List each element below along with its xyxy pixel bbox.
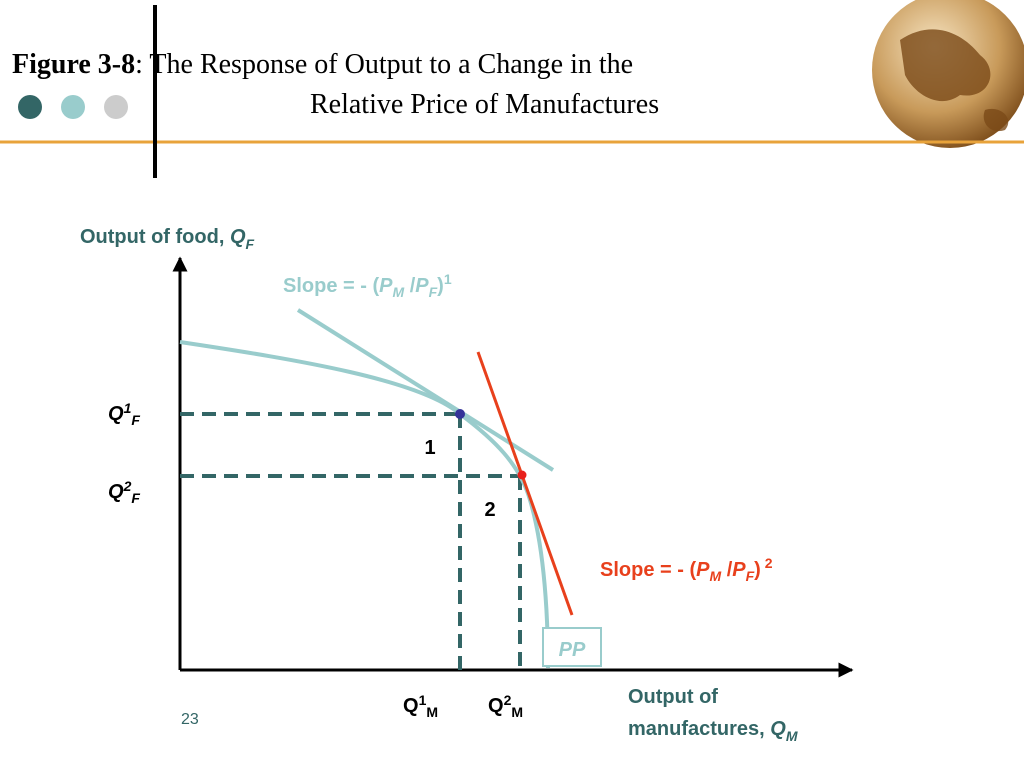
symbol: Q <box>770 718 786 740</box>
figure-number: Figure 3-8 <box>12 49 135 80</box>
slope-label: Slope = - (PM /PF)1 <box>283 271 452 300</box>
symbol: Q <box>230 226 246 248</box>
curve-label: PP <box>559 639 586 661</box>
label-text: ) <box>437 275 444 297</box>
title: Figure 3-8: The Response of Output to a … <box>12 49 633 80</box>
label-text: ) <box>754 559 761 581</box>
superscript: 2 <box>123 478 132 494</box>
subscript: M <box>511 704 523 720</box>
x-axis-label: manufactures, QM <box>628 718 798 744</box>
subscript: F <box>131 490 140 506</box>
superscript: 2 <box>504 692 512 708</box>
label-text: / <box>721 559 733 581</box>
point-label: 2 <box>484 499 495 521</box>
superscript: 1 <box>124 400 132 416</box>
point-1 <box>455 409 465 419</box>
pp-curve <box>179 340 550 669</box>
bullet <box>61 95 85 119</box>
symbol: Q <box>108 481 124 503</box>
subscript: F <box>246 236 255 252</box>
subscript: M <box>392 284 404 300</box>
superscript: 2 <box>761 555 773 571</box>
symbol: P <box>379 275 393 297</box>
symbol: P <box>415 275 429 297</box>
title-line: : The Response of Output to a Change in … <box>135 49 633 80</box>
subscript: F <box>429 284 438 300</box>
label-text: Slope = - ( <box>600 559 696 581</box>
globe-land <box>900 29 1009 132</box>
label-text: manufactures, <box>628 718 770 740</box>
label-text: Output of food, <box>80 226 230 248</box>
bullet <box>18 95 42 119</box>
subscript: M <box>786 728 798 744</box>
label-text: Slope = - ( <box>283 275 379 297</box>
pp-box <box>542 627 602 667</box>
tangent-2 <box>476 351 574 616</box>
slope-label: Slope = - (PM /PF) 2 <box>600 555 773 584</box>
q2m-label: Q2M <box>488 692 523 720</box>
subscript: M <box>426 704 438 720</box>
q2f-label: Q2F <box>108 478 140 506</box>
label-text: / <box>404 275 416 297</box>
subscript: M <box>709 568 721 584</box>
point-label: 1 <box>424 437 435 459</box>
subscript: F <box>131 412 140 428</box>
title-line: Relative Price of Manufactures <box>310 89 659 120</box>
symbol: P <box>732 559 746 581</box>
symbol: Q <box>108 403 124 425</box>
bullet <box>104 95 128 119</box>
x-axis-label: Output of <box>628 686 718 708</box>
symbol: Q <box>403 695 419 717</box>
subscript: F <box>746 568 755 584</box>
superscript: 1 <box>444 271 452 287</box>
symbol: P <box>696 559 710 581</box>
q1f-label: Q1F <box>108 400 140 428</box>
y-axis-label: Output of food, QF <box>80 226 255 252</box>
page-number: 23 <box>181 711 199 728</box>
q1m-label: Q1M <box>403 692 438 720</box>
point-2 <box>517 470 527 480</box>
superscript: 1 <box>419 692 427 708</box>
symbol: Q <box>488 695 504 717</box>
